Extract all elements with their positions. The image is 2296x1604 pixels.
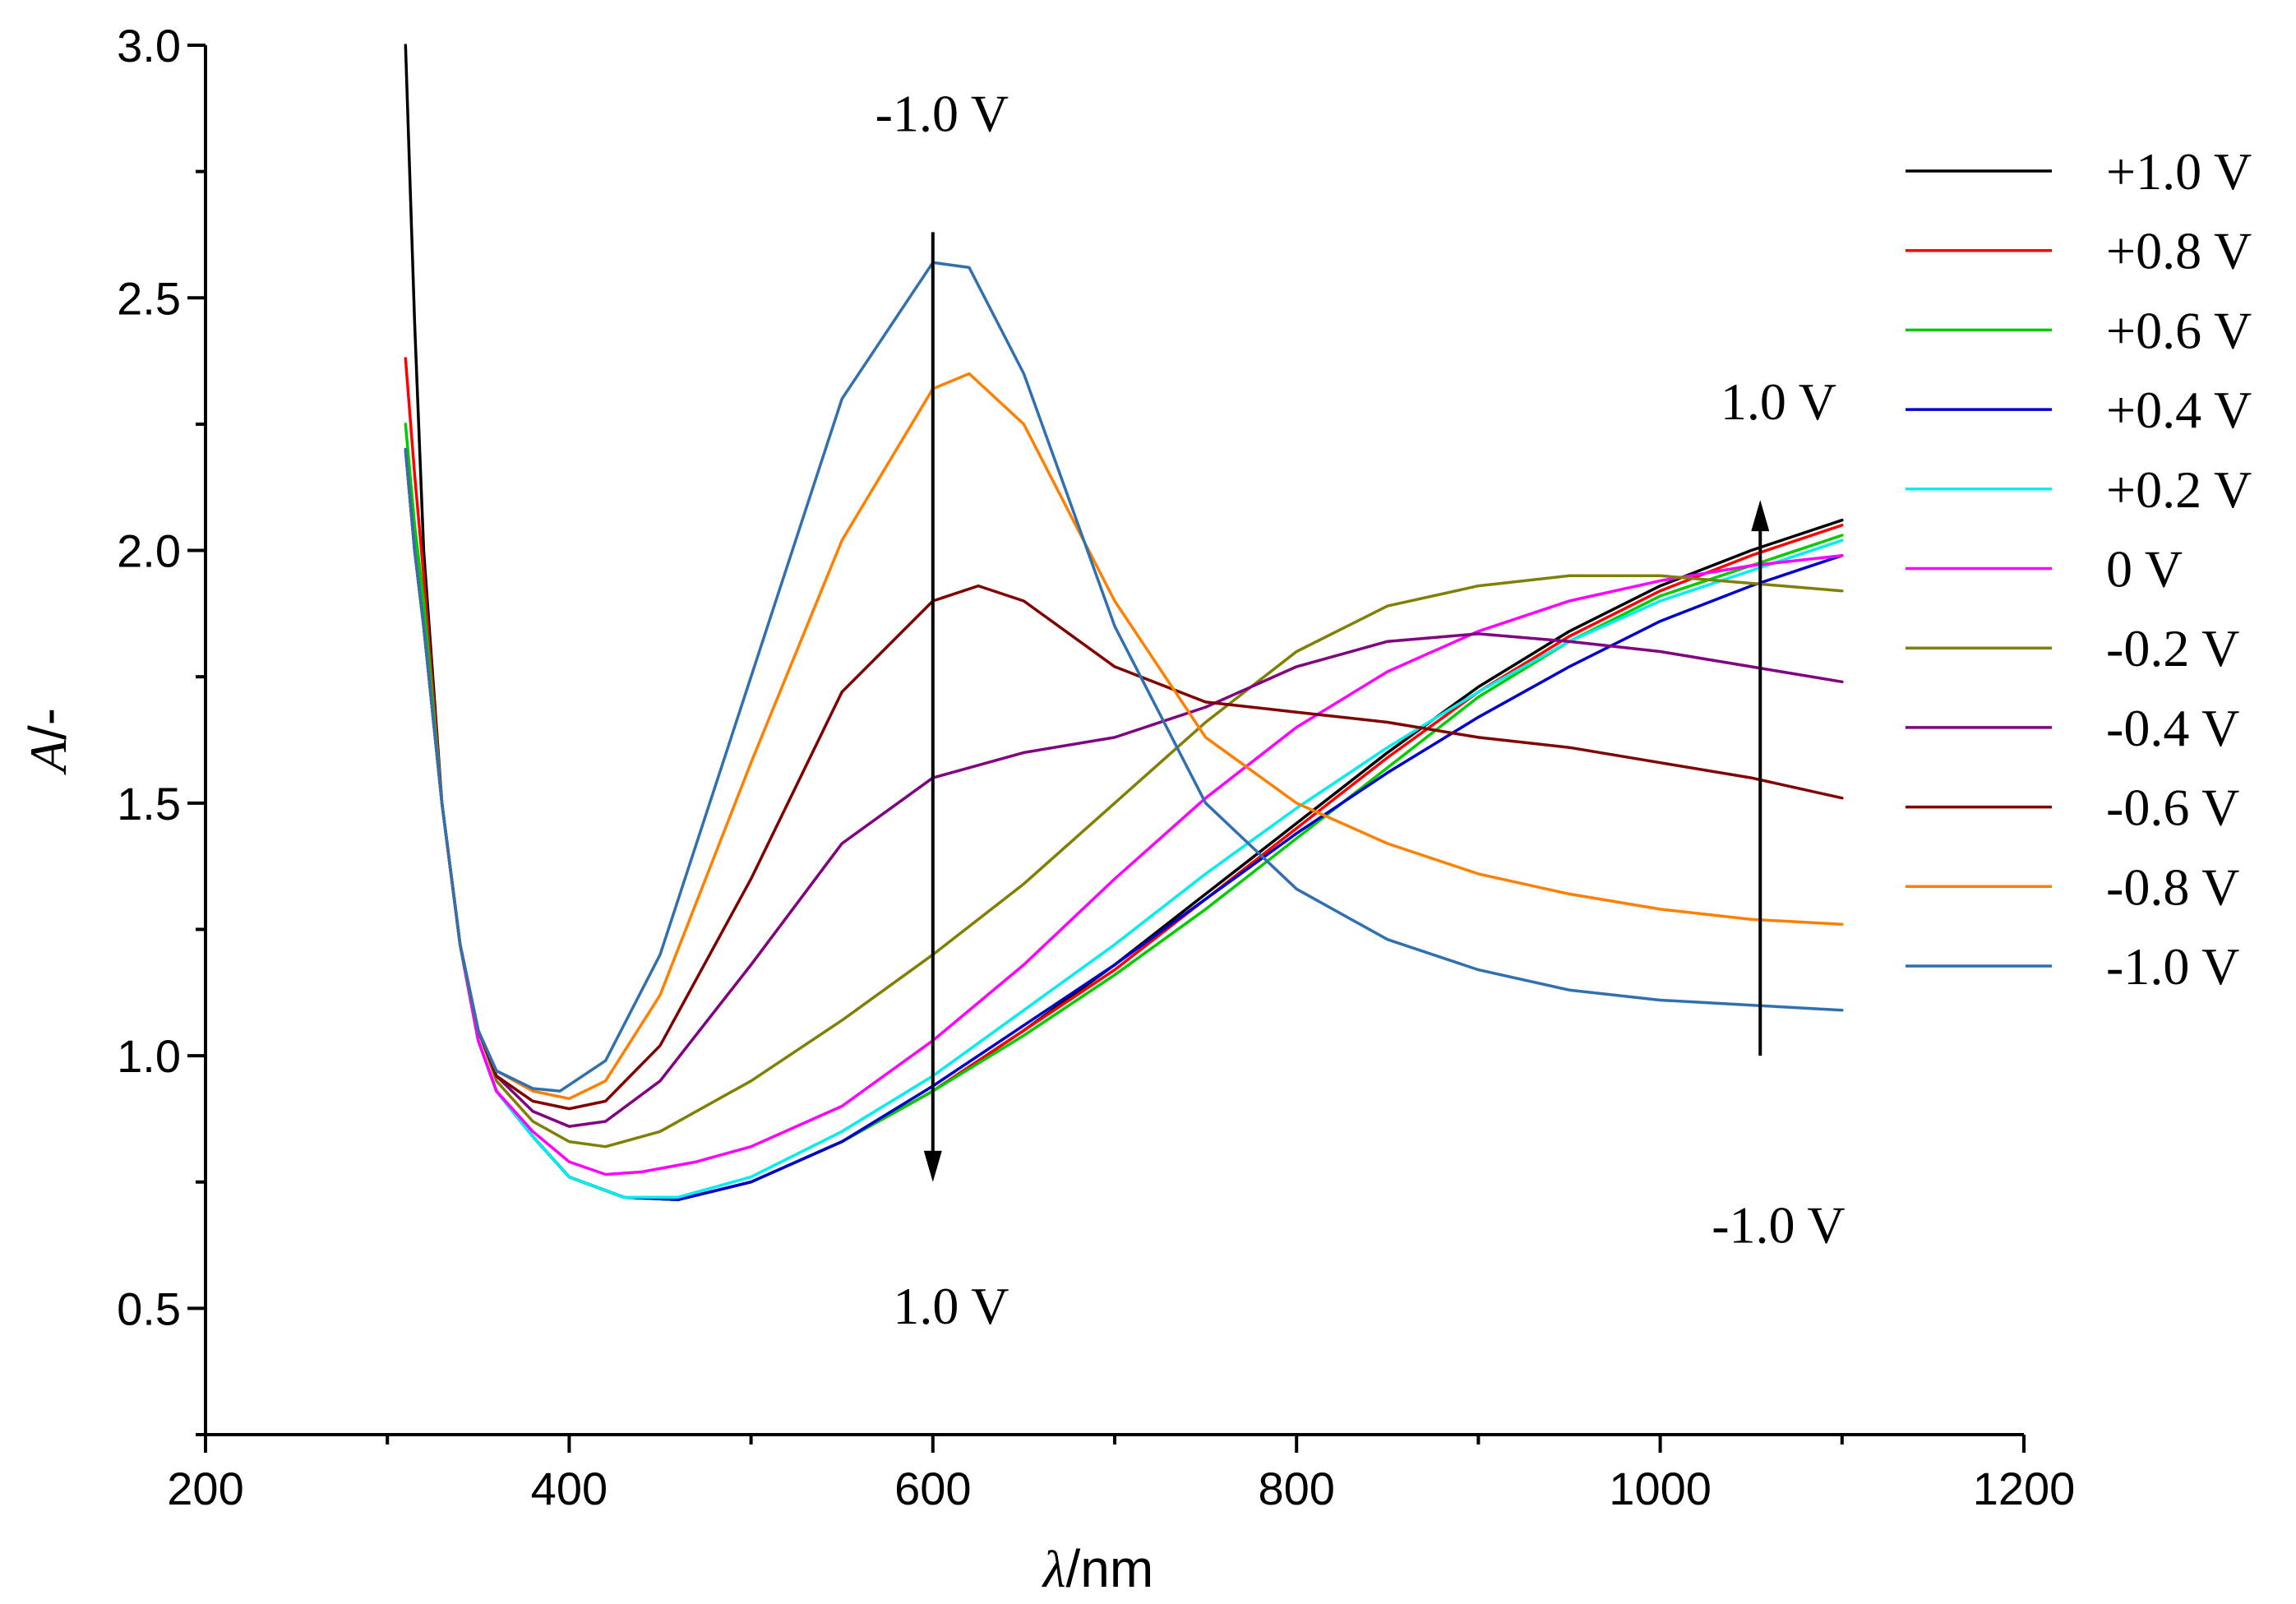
x-tick-label: 200 <box>167 1463 243 1514</box>
x-tick-label: 800 <box>1258 1463 1334 1514</box>
series-line-08V <box>404 357 1844 1201</box>
legend-label: +0.4 V <box>2106 381 2252 439</box>
y-axis-unit: - <box>18 708 77 725</box>
y-tick-label: 0.5 <box>117 1283 181 1334</box>
series-line-02V <box>404 447 1844 1149</box>
annotation-label: -1.0 V <box>875 84 1009 142</box>
annotation-label: 1.0 V <box>893 1277 1009 1335</box>
x-axis-symbol: λ <box>1042 1540 1066 1598</box>
y-tick-label: 3.0 <box>117 20 181 72</box>
tick-layer: 200 400 600 800 1000 1200 0.5 1.0 1.5 2.0 2.5 3.0 <box>117 20 2075 1514</box>
arrow-head <box>1751 500 1770 532</box>
x-tick-label: 400 <box>531 1463 607 1514</box>
legend: +1.0 V +0.8 V +0.6 V +0.4 V +0.2 V 0 V -0.2 V -… <box>1906 142 2252 996</box>
x-tick-label: 1200 <box>1973 1463 2076 1514</box>
y-axis-sep: / <box>18 725 77 740</box>
legend-label: -0.8 V <box>2106 857 2239 916</box>
series-line-06V <box>404 447 1844 1111</box>
annotation-layer: -1.0 V 1.0 V 1.0 V -1.0 V <box>875 84 1846 1334</box>
legend-label: +0.8 V <box>2106 222 2252 280</box>
legend-label: -0.2 V <box>2106 619 2239 677</box>
arrow-head <box>923 1150 942 1182</box>
plot-area: 200 400 600 800 1000 1200 0.5 1.0 1.5 2.0 2.5 3.0 -… <box>117 20 2075 1514</box>
series-layer <box>404 44 1844 1201</box>
series-line-04V <box>404 447 1844 1128</box>
y-tick-label: 1.0 <box>117 1030 181 1082</box>
y-tick-label: 2.0 <box>117 525 181 577</box>
legend-label: -0.6 V <box>2106 779 2239 837</box>
y-tick-label: 2.5 <box>117 272 181 324</box>
legend-label: +0.2 V <box>2106 460 2252 519</box>
y-tick-label: 1.5 <box>117 778 181 830</box>
x-axis-sep: / <box>1066 1539 1081 1598</box>
series-line-10V <box>404 44 1844 1201</box>
series-line-06V <box>404 423 1844 1201</box>
x-axis-title: λ/nm <box>1042 1539 1153 1598</box>
arrow-layer <box>923 232 1770 1182</box>
x-axis-unit: nm <box>1080 1539 1153 1598</box>
legend-label: 0 V <box>2106 540 2183 599</box>
legend-label: -0.4 V <box>2106 699 2239 757</box>
x-tick-label: 1000 <box>1609 1463 1712 1514</box>
legend-label: +1.0 V <box>2106 142 2252 201</box>
x-tick-label: 600 <box>894 1463 971 1514</box>
annotation-label: -1.0 V <box>1712 1195 1845 1254</box>
y-axis-title: A/- <box>18 708 77 775</box>
series-line-10V <box>404 261 1844 1093</box>
legend-label: -1.0 V <box>2106 937 2239 996</box>
series-line-08V <box>404 372 1844 1101</box>
y-axis-symbol: A <box>19 739 77 775</box>
series-line-0V <box>404 447 1844 1176</box>
annotation-label: 1.0 V <box>1721 372 1836 431</box>
legend-label: +0.6 V <box>2106 301 2252 359</box>
